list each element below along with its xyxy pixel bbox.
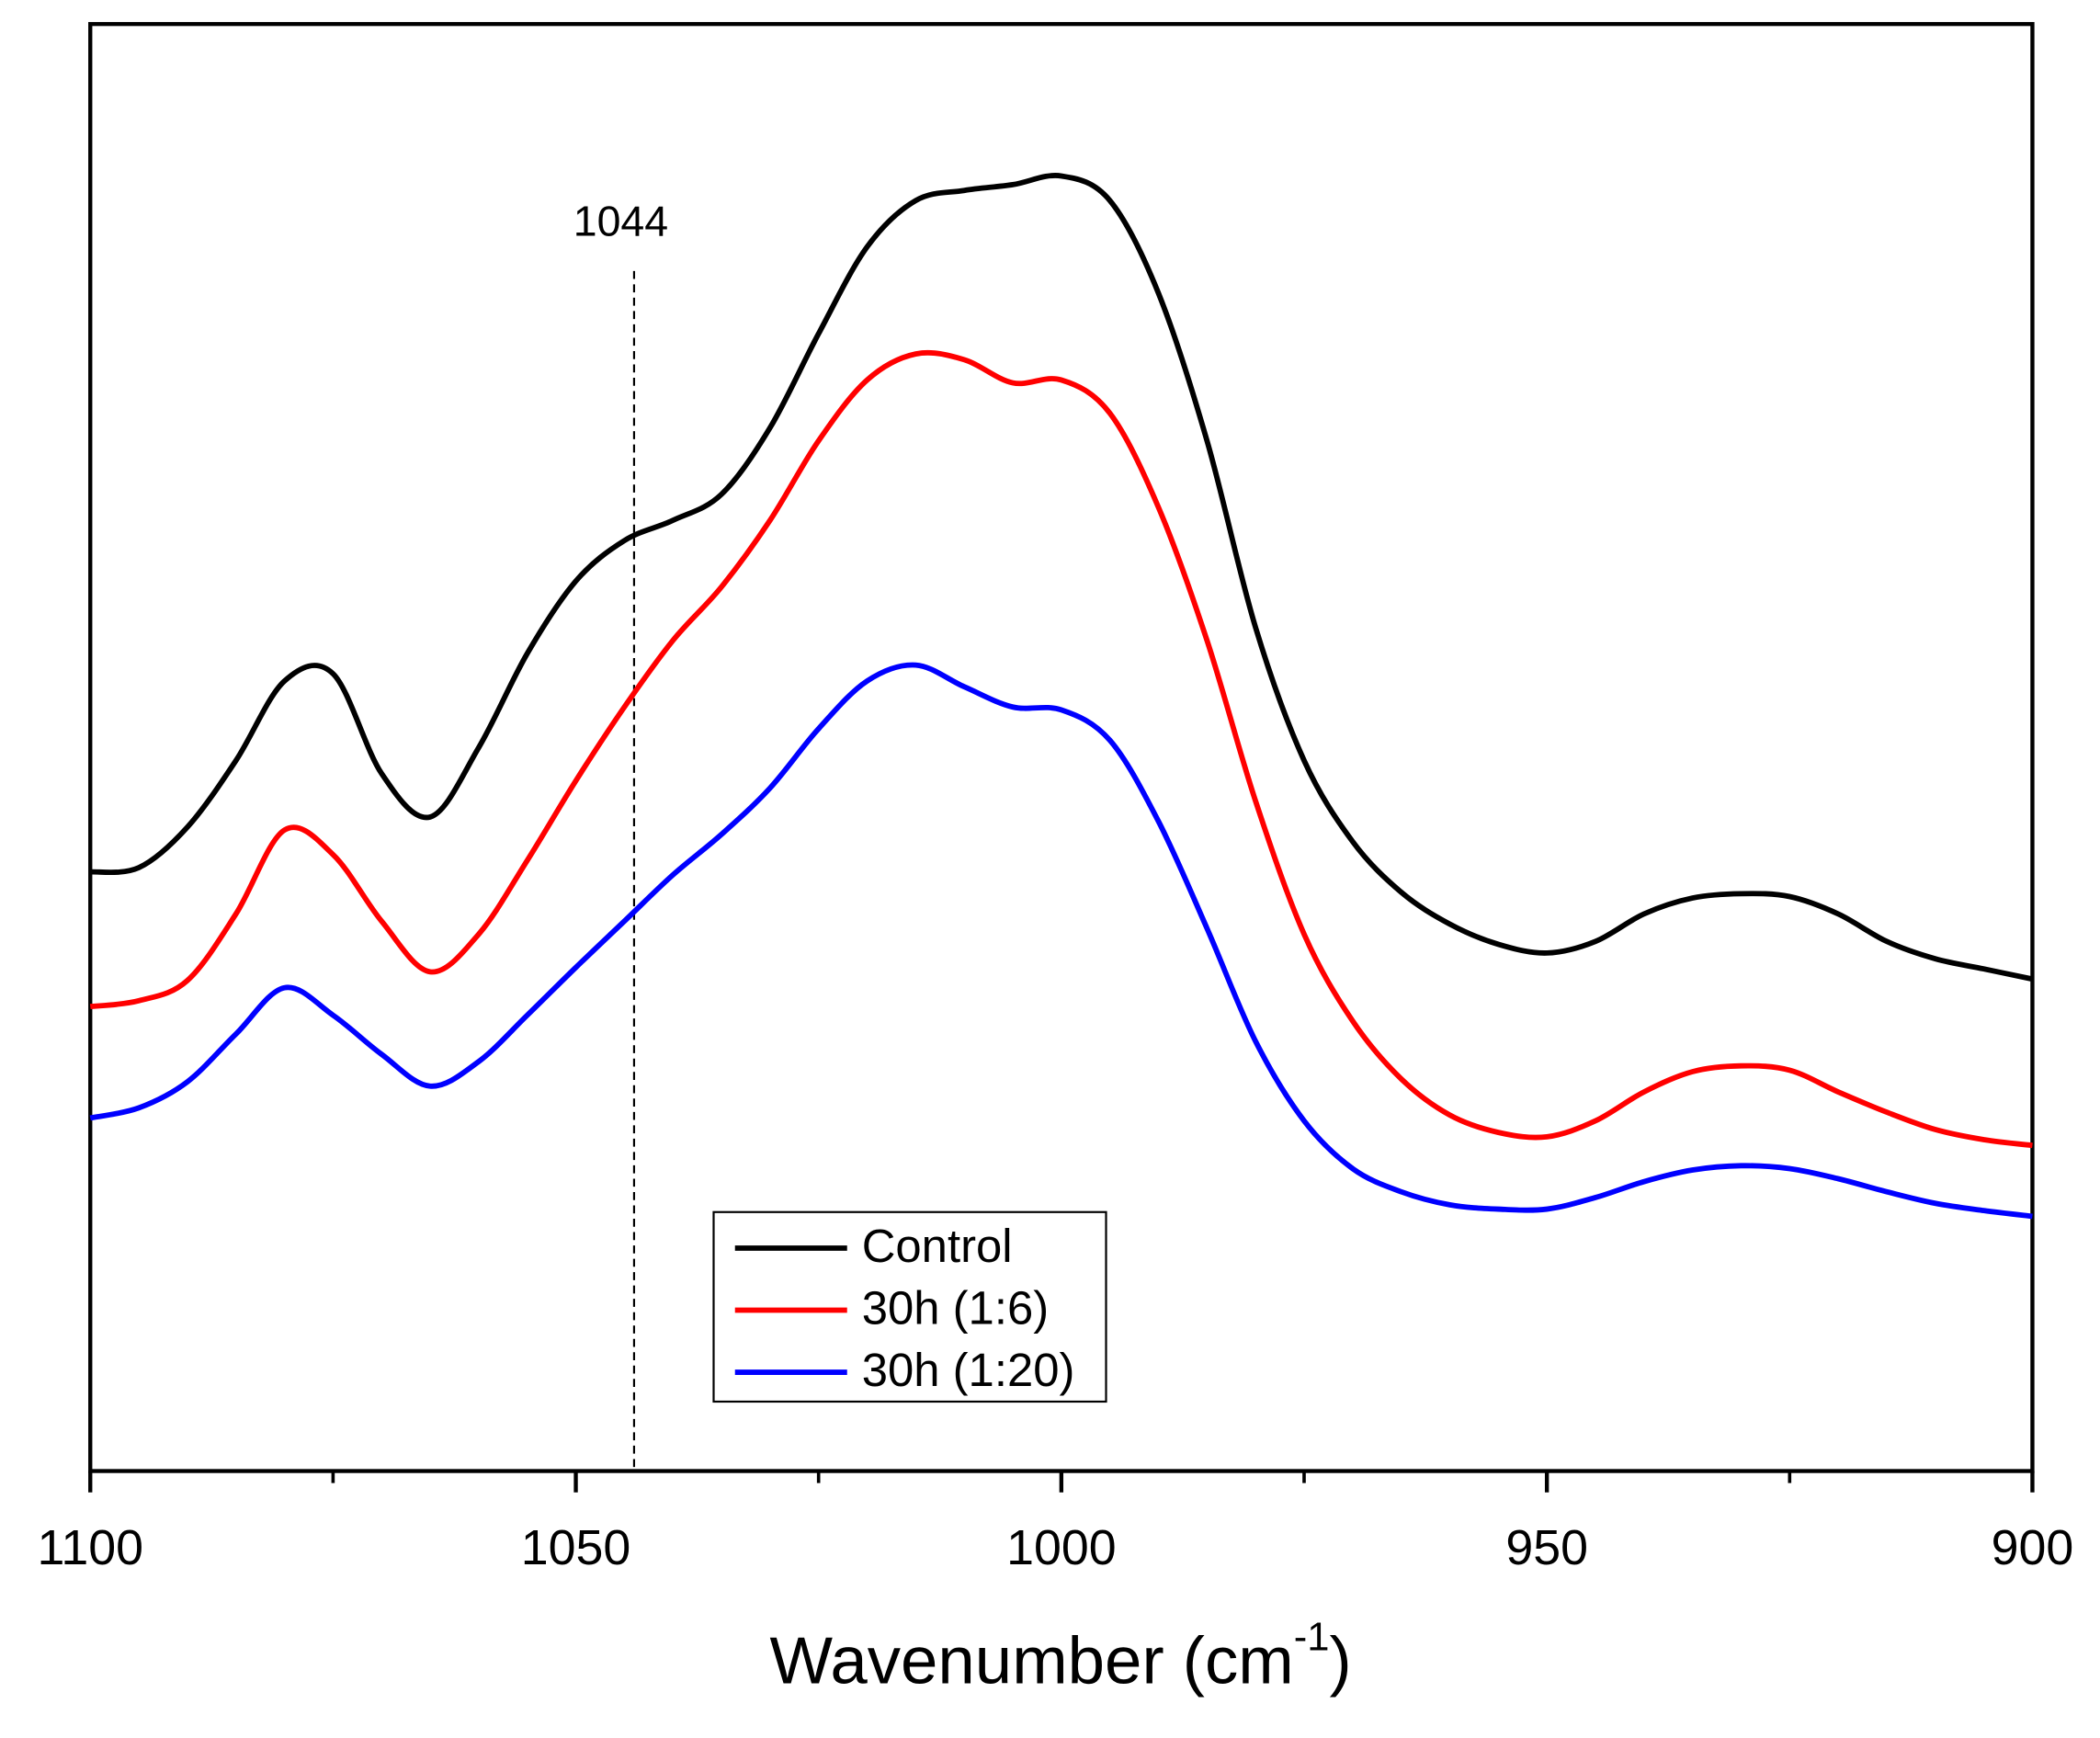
legend-label: 30h (1:20) (862, 1344, 1075, 1396)
series-line (89, 349, 2033, 1149)
series-line (89, 173, 2034, 983)
x-tick-label: 900 (1992, 1520, 2074, 1575)
x-axis-label-end: ) (1330, 1624, 1352, 1698)
x-axis-label-text: Wavenumber (cm (770, 1624, 1294, 1698)
x-tick-label: 1050 (521, 1520, 631, 1575)
series-line (89, 662, 2033, 1220)
x-axis-label: Wavenumber (cm-1) (770, 1615, 1352, 1698)
x-tick-label: 950 (1505, 1520, 1588, 1575)
legend-label: 30h (1:6) (862, 1281, 1049, 1334)
annotation-text: 1044 (573, 197, 668, 244)
x-axis-label-sup: -1 (1294, 1615, 1330, 1659)
x-tick-label: 1000 (1006, 1520, 1117, 1575)
x-tick-label: 1100 (37, 1520, 143, 1575)
legend-label: Control (862, 1220, 1013, 1272)
